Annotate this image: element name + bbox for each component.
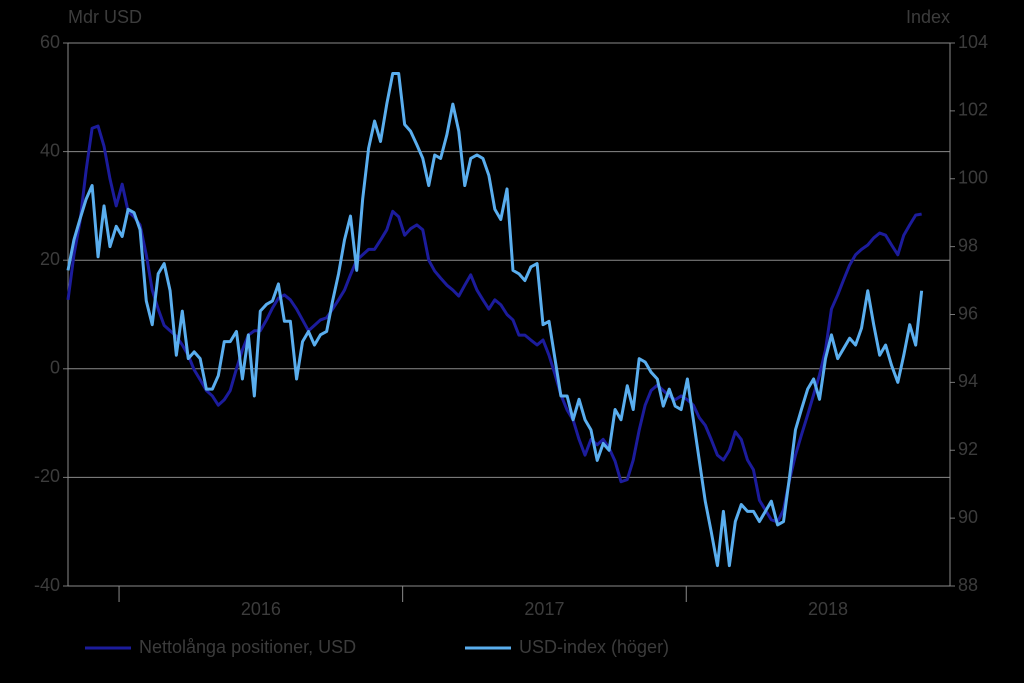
y2-tick-label: 96 [958,303,978,323]
y-tick-label: 0 [50,358,60,378]
series-line [66,124,922,524]
y2-tick-label: 94 [958,371,978,391]
y2-tick-label: 102 [958,100,988,120]
legend-label: USD-index (höger) [519,637,669,657]
legend-label: Nettolånga positioner, USD [139,637,356,657]
x-tick-label: 2016 [241,599,281,619]
y-axis-label: Mdr USD [68,7,142,27]
y-tick-label: 60 [40,32,60,52]
y2-tick-label: 98 [958,235,978,255]
y2-tick-label: 88 [958,575,978,595]
series-line [66,72,924,568]
x-tick-label: 2017 [524,599,564,619]
y-tick-label: 20 [40,249,60,269]
y-tick-label: 40 [40,140,60,160]
x-tick-label: 2018 [808,599,848,619]
y-tick-label: -20 [34,466,60,486]
y2-tick-label: 104 [958,32,988,52]
y2-axis-label: Index [906,7,950,27]
y2-tick-label: 90 [958,507,978,527]
y2-tick-label: 100 [958,168,988,188]
y-tick-label: -40 [34,575,60,595]
y2-tick-label: 92 [958,439,978,459]
